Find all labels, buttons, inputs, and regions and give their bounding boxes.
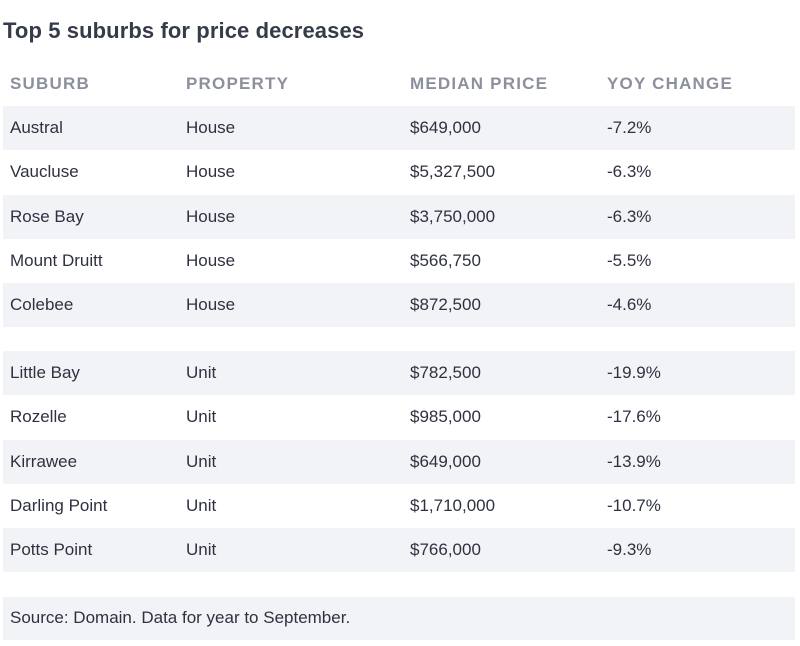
cell-property: Unit bbox=[186, 363, 217, 382]
cell-median-price: $3,750,000 bbox=[410, 206, 496, 226]
cell-median-price: $649,000 bbox=[410, 118, 481, 137]
cell-suburb: Kirrawee bbox=[10, 451, 78, 471]
cell-yoy-change: -13.9% bbox=[607, 451, 661, 471]
column-header-median-price: MEDIAN PRICE bbox=[410, 74, 549, 93]
source-text: Source: Domain. Data for year to Septemb… bbox=[10, 608, 351, 627]
table-row: Vaucluse House $5,327,500 -6.3% bbox=[3, 150, 795, 194]
house-rows: Austral House $649,000 -7.2% Vaucluse Ho… bbox=[3, 106, 795, 328]
cell-suburb: Rozelle bbox=[10, 407, 67, 427]
cell-suburb: Mount Druitt bbox=[10, 250, 103, 270]
cell-property: House bbox=[186, 162, 236, 182]
cell-suburb: Little Bay bbox=[10, 363, 80, 382]
column-header-property: PROPERTY bbox=[186, 74, 290, 93]
table-row: Little Bay Unit $782,500 -19.9% bbox=[3, 351, 795, 396]
cell-median-price: $872,500 bbox=[410, 295, 481, 315]
cell-yoy-change: -19.9% bbox=[607, 363, 661, 382]
cell-suburb: Vaucluse bbox=[10, 162, 79, 182]
cell-yoy-change: -5.5% bbox=[607, 250, 652, 270]
cell-property: Unit bbox=[186, 407, 217, 427]
cell-suburb: Austral bbox=[10, 118, 63, 137]
table-row: Darling Point Unit $1,710,000 -10.7% bbox=[3, 484, 795, 528]
cell-yoy-change: -6.3% bbox=[607, 206, 652, 226]
column-header-yoy-change: YOY CHANGE bbox=[607, 74, 733, 93]
cell-yoy-change: -9.3% bbox=[607, 540, 652, 560]
cell-suburb: Colebee bbox=[10, 295, 74, 315]
table-row: Kirrawee Unit $649,000 -13.9% bbox=[3, 439, 795, 484]
cell-median-price: $566,750 bbox=[410, 250, 481, 270]
table-row: Mount Druitt House $566,750 -5.5% bbox=[3, 239, 795, 283]
cell-yoy-change: -7.2% bbox=[607, 118, 652, 137]
cell-median-price: $766,000 bbox=[410, 540, 481, 560]
cell-property: House bbox=[186, 118, 236, 137]
table-header: SUBURB PROPERTY MEDIAN PRICE YOY CHANGE bbox=[0, 68, 800, 104]
table-row: Austral House $649,000 -7.2% bbox=[3, 106, 795, 151]
cell-property: House bbox=[186, 206, 236, 226]
table-row: Colebee House $872,500 -4.6% bbox=[3, 283, 795, 328]
cell-median-price: $782,500 bbox=[410, 363, 481, 382]
column-header-suburb: SUBURB bbox=[10, 74, 90, 93]
source-footnote: Source: Domain. Data for year to Septemb… bbox=[3, 597, 795, 640]
cell-yoy-change: -17.6% bbox=[607, 407, 661, 427]
cell-property: Unit bbox=[186, 495, 217, 515]
cell-suburb: Potts Point bbox=[10, 540, 93, 560]
table-row: Potts Point Unit $766,000 -9.3% bbox=[3, 528, 795, 573]
cell-median-price: $1,710,000 bbox=[410, 495, 496, 515]
cell-median-price: $649,000 bbox=[410, 451, 481, 471]
cell-median-price: $5,327,500 bbox=[410, 162, 496, 182]
cell-median-price: $985,000 bbox=[410, 407, 481, 427]
table-row: Rose Bay House $3,750,000 -6.3% bbox=[3, 194, 795, 239]
table-row: Rozelle Unit $985,000 -17.6% bbox=[3, 395, 795, 439]
page-title: Top 5 suburbs for price decreases bbox=[3, 18, 365, 43]
cell-property: House bbox=[186, 250, 236, 270]
cell-property: Unit bbox=[186, 540, 217, 560]
cell-property: Unit bbox=[186, 451, 217, 471]
cell-suburb: Rose Bay bbox=[10, 206, 84, 226]
cell-yoy-change: -6.3% bbox=[607, 162, 652, 182]
cell-yoy-change: -10.7% bbox=[607, 495, 661, 515]
cell-suburb: Darling Point bbox=[10, 495, 108, 515]
cell-property: House bbox=[186, 295, 236, 315]
cell-yoy-change: -4.6% bbox=[607, 295, 652, 315]
unit-rows: Little Bay Unit $782,500 -19.9% Rozelle … bbox=[3, 351, 795, 573]
